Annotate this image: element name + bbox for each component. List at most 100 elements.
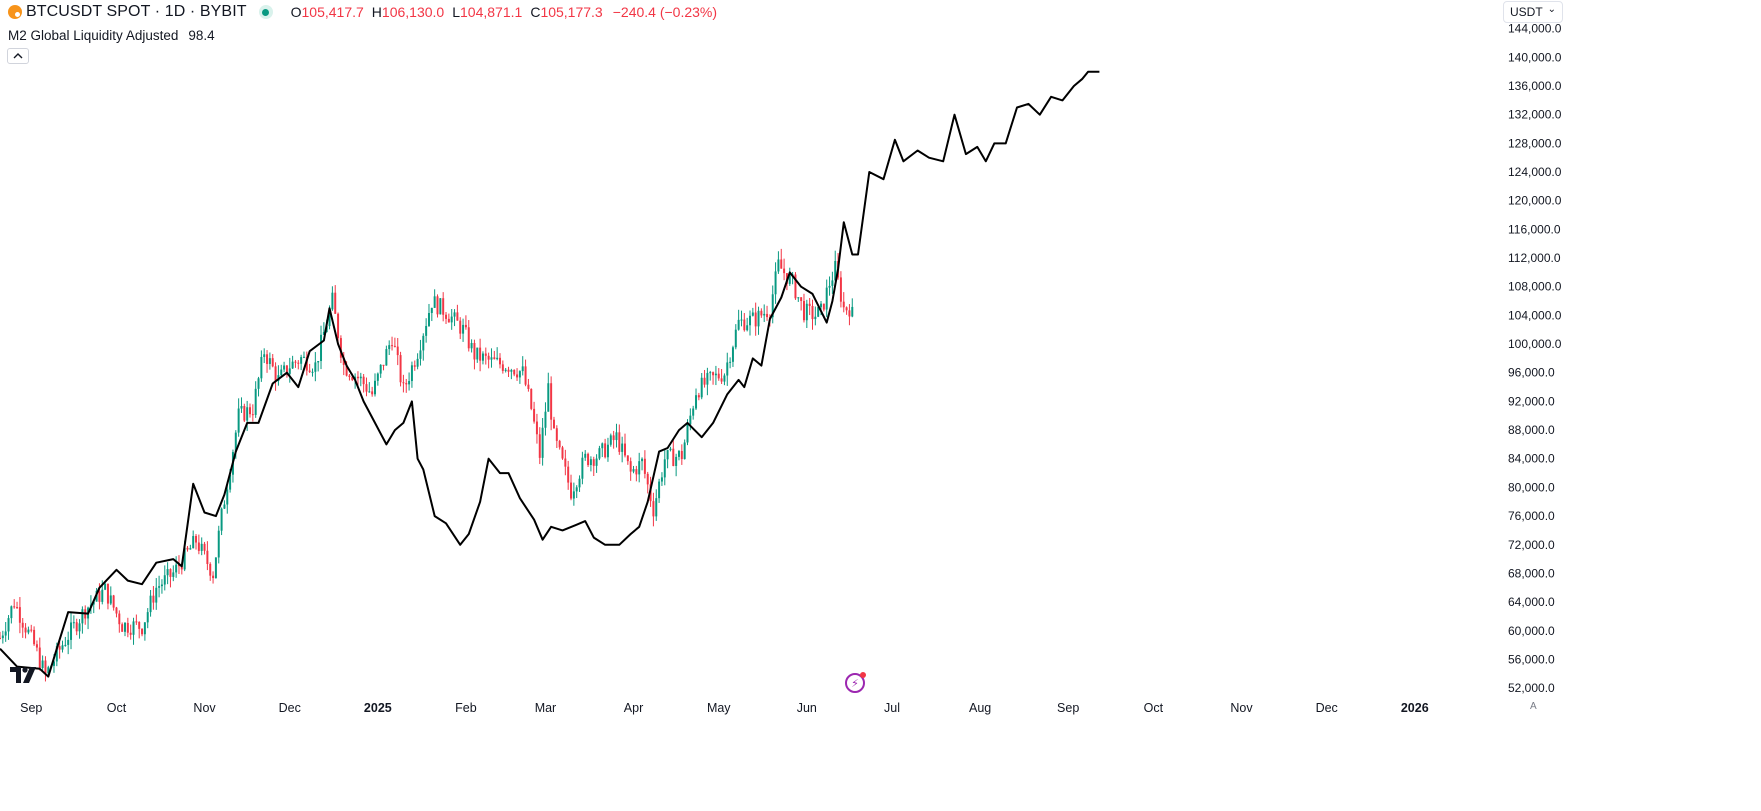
candle: [75, 618, 78, 636]
candle-body: [362, 376, 365, 385]
price-axis[interactable]: 52,000.0 56,000.0 60,000.0 64,000.0 68,000.0…: [1508, 22, 1562, 695]
candle-body: [564, 458, 567, 467]
candle: [459, 317, 462, 340]
candle-body: [570, 482, 573, 499]
candle-body: [101, 589, 104, 602]
candle: [129, 624, 132, 640]
candle-body: [797, 297, 800, 299]
candle: [663, 449, 666, 486]
auto-scale-button[interactable]: A: [1530, 701, 1537, 712]
candle-body: [331, 292, 334, 310]
candle: [831, 271, 834, 294]
candle-body: [55, 646, 58, 662]
candle-body: [683, 442, 686, 460]
candle-body: [152, 595, 155, 603]
candle: [260, 350, 263, 382]
lightning-icon[interactable]: ⚡: [845, 672, 866, 693]
candle-body: [641, 458, 644, 462]
candle-body: [4, 631, 7, 636]
candle-body: [720, 378, 723, 382]
candle: [439, 298, 442, 315]
candle: [223, 500, 226, 509]
candle-body: [175, 564, 178, 573]
candle-body: [501, 364, 504, 371]
candle-body: [493, 357, 496, 360]
candle: [200, 537, 203, 556]
candle: [802, 293, 805, 323]
currency-select[interactable]: USDT ⌄: [1503, 1, 1563, 23]
candle-body: [200, 543, 203, 551]
candle-body: [589, 459, 592, 466]
candle-body: [669, 448, 672, 451]
time-axis[interactable]: Sep Oct Nov Dec 2025 Feb Mar Apr May Jun Jul Aug Sep…: [20, 701, 1429, 715]
candle: [0, 631, 1, 640]
candle: [243, 403, 246, 423]
candle-body: [70, 622, 73, 640]
candle-body: [177, 564, 180, 567]
candle-body: [328, 309, 331, 327]
candle-body: [186, 547, 189, 550]
candle-body: [533, 408, 536, 422]
candle-body: [342, 357, 345, 365]
candle-body: [538, 434, 541, 458]
x-tick-label: Sep: [1057, 701, 1079, 715]
candle: [331, 286, 334, 311]
candle: [203, 541, 206, 555]
candle-body: [112, 595, 115, 608]
candle: [643, 450, 646, 479]
candle-body: [413, 365, 416, 367]
candle: [839, 271, 842, 308]
candle: [527, 378, 530, 392]
candle: [149, 590, 152, 617]
candle: [746, 317, 749, 332]
candle-body: [339, 338, 342, 358]
candle-body: [237, 408, 240, 433]
candle-body: [396, 346, 399, 356]
candle: [61, 640, 64, 653]
market-status-icon[interactable]: [258, 5, 273, 19]
tradingview-logo[interactable]: [10, 667, 40, 683]
candle: [362, 373, 365, 393]
candle: [311, 368, 314, 377]
candle: [516, 368, 519, 381]
candle: [709, 370, 712, 381]
y-tick-label: 104,000.0: [1508, 308, 1562, 322]
candle-body: [717, 373, 720, 379]
candle-body: [544, 411, 547, 428]
candle-body: [609, 435, 612, 445]
candle: [538, 427, 541, 465]
x-tick-label: Dec: [279, 701, 301, 715]
candle-body: [484, 353, 487, 356]
candle: [402, 374, 405, 393]
candle: [209, 562, 212, 581]
x-tick-label: 2026: [1401, 701, 1429, 715]
candle: [541, 418, 544, 466]
candle-body: [479, 347, 482, 361]
candle-body: [731, 347, 734, 362]
candle: [379, 364, 382, 378]
candle: [118, 610, 121, 633]
indicator-name[interactable]: M2 Global Liquidity Adjusted: [8, 28, 179, 43]
candle-body: [783, 268, 786, 274]
candle-body: [382, 364, 385, 366]
collapse-legend-button[interactable]: [7, 48, 29, 64]
candle: [584, 450, 587, 461]
candle-body: [672, 448, 675, 466]
close-label: C: [530, 4, 541, 20]
indicator-legend[interactable]: M2 Global Liquidity Adjusted 98.4: [8, 28, 215, 43]
candle-body: [183, 547, 186, 570]
candle-body: [391, 345, 394, 347]
candle-body: [822, 303, 825, 310]
y-tick-label: 140,000.0: [1508, 50, 1562, 64]
candle-body: [311, 371, 314, 373]
candle: [38, 637, 41, 671]
candle-body: [834, 260, 837, 281]
candle-body: [601, 443, 604, 449]
candle-body: [561, 447, 564, 459]
symbol-title[interactable]: BTCUSDT SPOT · 1D · BYBIT: [26, 3, 247, 20]
candle: [141, 628, 144, 637]
candle: [277, 365, 280, 386]
y-tick-label: 132,000.0: [1508, 108, 1562, 122]
candle: [695, 388, 698, 411]
